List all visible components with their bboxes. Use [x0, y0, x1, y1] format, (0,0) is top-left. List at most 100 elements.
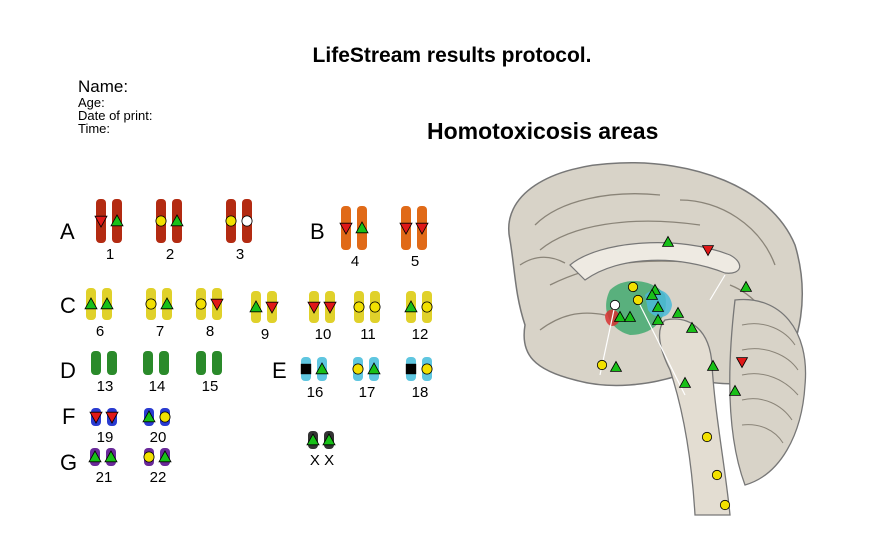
tri-green-marker-icon: [249, 300, 263, 313]
chromosome-number: 3: [235, 246, 245, 263]
chromosome-number: 11: [360, 326, 376, 343]
chromatid-icon: [196, 351, 206, 375]
chromosome-5: 5: [395, 205, 435, 270]
circle-yellow-marker-icon: [352, 363, 364, 375]
circle-yellow-marker-icon: [225, 215, 237, 227]
chromosome-pair-icon: [94, 199, 124, 243]
circle-yellow-marker-icon: [353, 301, 365, 313]
time-label: Time:: [78, 121, 111, 136]
chromosome-pair-icon: [89, 408, 119, 426]
chromosome-pair-icon: [91, 351, 117, 375]
tri-red-marker-icon: [210, 298, 224, 311]
circle-yellow-marker-icon: [711, 469, 723, 481]
chromosome-6: 6: [80, 287, 120, 340]
chromosome-22: 22: [138, 447, 178, 486]
tri-red-marker-icon: [735, 357, 749, 369]
tri-red-marker-icon: [701, 245, 715, 257]
circle-yellow-marker-icon: [369, 301, 381, 313]
chromatid-icon: [212, 351, 222, 375]
chromosome-pair-icon: [143, 448, 172, 466]
chromosome-4: 4: [335, 205, 375, 270]
chromosome-2: 2: [150, 198, 190, 263]
homotoxicosis-title: Homotoxicosis areas: [427, 118, 659, 144]
tri-red-marker-icon: [399, 222, 413, 235]
chromosome-12: 12: [400, 290, 440, 343]
chromosome-pair-icon: [195, 288, 224, 320]
tri-green-marker-icon: [100, 297, 114, 310]
chromosome-number: 10: [314, 326, 332, 343]
tri-green-marker-icon: [651, 313, 665, 325]
name-label: Name:: [78, 77, 129, 96]
chromosome-number: 13: [96, 378, 114, 395]
circle-yellow-marker-icon: [155, 215, 167, 227]
chromosome-pair-icon: [88, 448, 118, 466]
tri-green-marker-icon: [322, 433, 336, 446]
chromosome-pair-icon: [145, 288, 174, 320]
chromosome-number: 9: [260, 326, 270, 343]
chromosome-20: 20: [138, 407, 178, 446]
chromosome-19: 19: [85, 407, 125, 446]
chromosome-pair-icon: [307, 291, 337, 323]
circle-yellow-marker-icon: [596, 359, 608, 371]
chromosome-number: 19: [96, 429, 114, 446]
tri-green-marker-icon: [645, 288, 659, 300]
circle-yellow-marker-icon: [195, 298, 207, 310]
tri-green-marker-icon: [613, 310, 627, 322]
chromosome-14: 14: [137, 350, 177, 395]
tri-green-marker-icon: [88, 450, 102, 463]
tri-green-marker-icon: [623, 310, 637, 322]
chromosome-pair-icon: [155, 199, 184, 243]
tri-green-marker-icon: [651, 300, 665, 312]
brainstem: [658, 318, 731, 516]
chromosome-pair-icon: [249, 291, 279, 323]
chromosome-1: 1: [90, 198, 130, 263]
chromosome-number: 4: [350, 253, 360, 270]
chromosome-pair-icon: [353, 291, 381, 323]
chromosome-number: X X: [309, 452, 335, 469]
circle-yellow-marker-icon: [632, 294, 644, 306]
tri-red-marker-icon: [307, 301, 321, 314]
chromatid-icon: [107, 351, 117, 375]
chromosome-number: 8: [205, 323, 215, 340]
chromosome-9: 9: [245, 290, 285, 343]
tri-green-marker-icon: [728, 384, 742, 396]
tri-green-marker-icon: [315, 362, 329, 375]
chromosome-number: 1: [105, 246, 115, 263]
circle-yellow-marker-icon: [627, 281, 639, 293]
tri-green-marker-icon: [160, 297, 174, 310]
tri-red-marker-icon: [265, 301, 279, 314]
group-label-c: C: [60, 293, 76, 318]
chromosome-number: 17: [358, 384, 376, 401]
group-label-d: D: [60, 358, 76, 383]
patient-info: Name: Age: Date of print: Time:: [78, 77, 152, 135]
tri-green-marker-icon: [739, 280, 753, 292]
group-label-a: A: [60, 219, 75, 244]
circle-yellow-marker-icon: [159, 411, 171, 423]
circle-yellow-marker-icon: [421, 363, 433, 375]
tri-green-marker-icon: [355, 221, 369, 234]
chromosome-number: 21: [95, 469, 113, 486]
chromosome-number: 18: [411, 384, 429, 401]
chromosome-13: 13: [85, 350, 125, 395]
tri-green-marker-icon: [158, 450, 172, 463]
chromosome-pair-icon: [399, 206, 429, 250]
corpus-callosum: [569, 242, 741, 281]
chromosome-number: 20: [149, 429, 167, 446]
chromosome-11: 11: [348, 290, 388, 343]
circle-yellow-marker-icon: [145, 298, 157, 310]
tri-red-marker-icon: [323, 301, 337, 314]
square-black-marker-icon: [300, 363, 312, 375]
brain-sagittal-image: [508, 162, 807, 516]
age-label: Age:: [78, 95, 105, 110]
tri-red-marker-icon: [415, 222, 429, 235]
tri-green-marker-icon: [306, 433, 320, 446]
chromosome-number: 15: [201, 378, 219, 395]
chromosome-pair-icon: [405, 357, 433, 381]
chromosome-pair-icon: [84, 288, 114, 320]
chromosome-number: 22: [149, 469, 167, 486]
tri-red-marker-icon: [339, 222, 353, 235]
group-label-b: B: [310, 219, 325, 244]
tri-green-marker-icon: [170, 214, 184, 227]
circle-yellow-marker-icon: [143, 451, 155, 463]
tri-green-marker-icon: [678, 376, 692, 388]
